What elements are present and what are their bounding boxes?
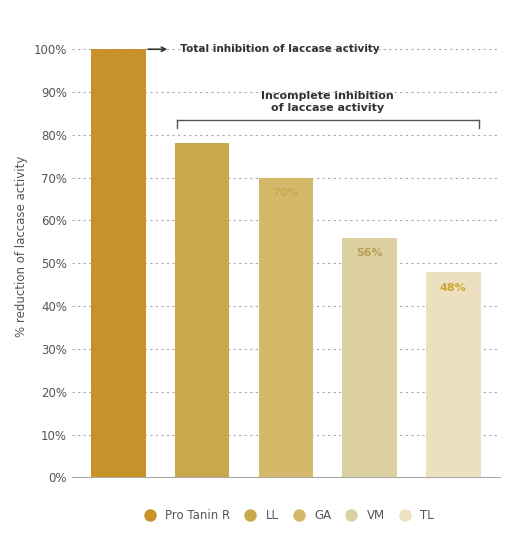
Text: 70%: 70%	[272, 188, 299, 199]
Bar	[175, 144, 229, 477]
Legend: Pro Tanin R, LL, GA, VM, TL: Pro Tanin R, LL, GA, VM, TL	[133, 505, 439, 527]
Bar	[259, 178, 313, 477]
Y-axis label: % reduction of laccase activity: % reduction of laccase activity	[15, 155, 28, 337]
Text: Incomplete inhibition
of laccase activity: Incomplete inhibition of laccase activit…	[262, 91, 394, 114]
Text: 100%: 100%	[101, 60, 135, 70]
Text: Total inhibition of laccase activity: Total inhibition of laccase activity	[148, 44, 380, 54]
Bar	[91, 49, 146, 477]
Text: 48%: 48%	[440, 282, 467, 293]
Bar	[426, 272, 480, 477]
Text: 78%: 78%	[189, 154, 215, 164]
Bar	[342, 238, 397, 477]
Text: 56%: 56%	[356, 249, 383, 258]
